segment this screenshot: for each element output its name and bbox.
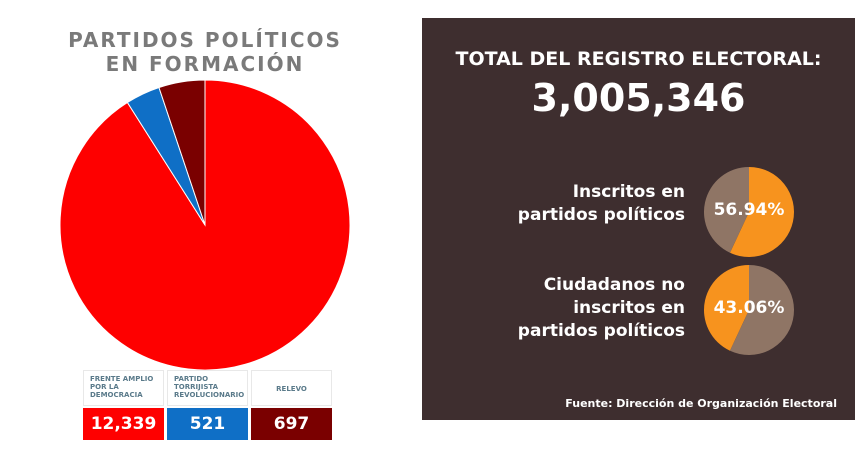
pie-slice	[729, 265, 794, 355]
title-line: PARTIDOS POLÍTICOS	[68, 28, 342, 52]
legend-label: FRENTE AMPLIO POR LA DEMOCRACIA	[83, 370, 164, 406]
data-label: 697	[251, 408, 332, 440]
panel-title: TOTAL DEL REGISTRO ELECTORAL:	[455, 48, 822, 70]
legend-col: FRENTE AMPLIO POR LA DEMOCRACIA 12,339	[83, 370, 164, 440]
registry-panel: TOTAL DEL REGISTRO ELECTORAL: 3,005,346 …	[422, 18, 855, 420]
pie-slice	[704, 167, 749, 253]
label-line: inscritos en	[573, 298, 685, 318]
no-inscritos-pie	[704, 265, 794, 355]
label-line: Inscritos en	[572, 182, 685, 202]
no-inscritos-label: Ciudadanos no inscritos en partidos políti…	[518, 274, 685, 343]
title-line: EN FORMACIÓN	[105, 52, 305, 76]
legend-col: RELEVO 697	[251, 370, 332, 440]
pie-slice	[704, 265, 749, 351]
pie-label: 43.06%	[713, 298, 785, 318]
source-note: Fuente: Dirección de Organización Electo…	[565, 397, 837, 410]
legend-label: PARTIDO TORRIJISTA REVOLUCIONARIO	[167, 370, 248, 406]
label-line: partidos políticos	[517, 205, 685, 225]
data-label: 521	[167, 408, 248, 440]
slice-relevo	[158, 80, 206, 226]
legend-col: PARTIDO TORRIJISTA REVOLUCIONARIO 521	[167, 370, 248, 440]
legend-label: RELEVO	[251, 370, 332, 406]
legend-table: FRENTE AMPLIO POR LA DEMOCRACIA 12,339 PA…	[83, 370, 332, 440]
pie-label: 56.94%	[713, 200, 785, 220]
label-line: partidos políticos	[517, 321, 685, 341]
chart-title: PARTIDOS POLÍTICOS EN FORMACIÓN	[40, 28, 370, 76]
main-pie-chart	[60, 80, 350, 370]
total-value: 3,005,346	[531, 76, 746, 120]
inscritos-label: Inscritos en partidos políticos	[518, 181, 685, 227]
inscritos-pie	[704, 167, 794, 257]
pie-slice	[729, 167, 794, 257]
label-line: Ciudadanos no	[543, 275, 685, 295]
data-label: 12,339	[83, 408, 164, 440]
